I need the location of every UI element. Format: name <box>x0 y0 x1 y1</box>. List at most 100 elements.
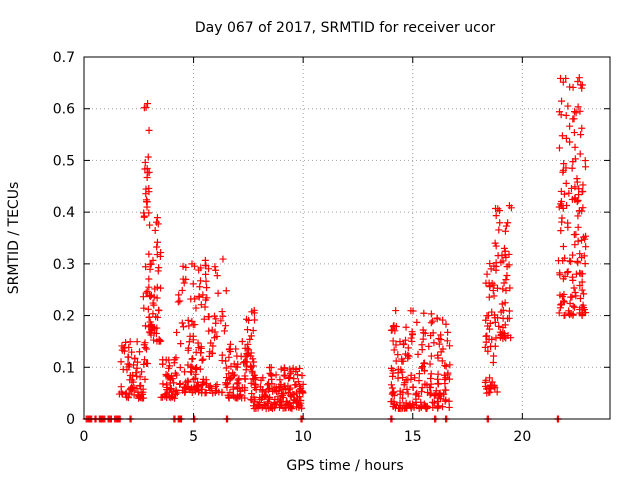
data-point <box>213 272 221 280</box>
data-point <box>145 168 153 176</box>
data-point <box>493 388 501 396</box>
data-point <box>152 329 160 337</box>
x-tick-label: 20 <box>513 429 531 445</box>
data-point <box>441 362 449 370</box>
data-point <box>489 287 497 295</box>
data-point <box>225 370 233 378</box>
data-point <box>117 358 125 366</box>
data-point <box>122 338 130 346</box>
x-axis-label: GPS time / hours <box>286 458 403 474</box>
data-point <box>189 355 197 363</box>
data-point <box>567 184 575 192</box>
data-point <box>258 388 266 396</box>
data-point <box>571 289 579 297</box>
data-point <box>226 389 234 397</box>
data-point <box>443 337 451 345</box>
data-point <box>579 181 587 189</box>
data-point <box>272 371 280 379</box>
data-point <box>493 284 501 292</box>
data-point <box>178 286 186 294</box>
data-point <box>128 376 136 384</box>
data-point <box>496 333 504 341</box>
data-point <box>495 322 503 330</box>
data-point <box>409 383 417 391</box>
data-point <box>499 306 507 314</box>
data-point <box>569 310 577 318</box>
data-point <box>266 369 274 377</box>
data-point <box>181 368 189 376</box>
data-point <box>143 164 151 172</box>
data-point <box>146 265 154 273</box>
data-point <box>389 369 397 377</box>
data-point <box>487 265 495 273</box>
data-point <box>486 325 494 333</box>
data-point <box>259 374 267 382</box>
data-point <box>226 340 234 348</box>
data-point <box>280 382 288 390</box>
data-point <box>188 317 196 325</box>
data-point <box>485 384 493 392</box>
data-point <box>492 242 500 250</box>
data-point <box>179 262 187 270</box>
data-point <box>268 380 276 388</box>
data-point <box>390 346 398 354</box>
data-point <box>562 111 570 119</box>
data-point <box>420 402 428 410</box>
data-point <box>238 338 246 346</box>
data-point <box>445 375 453 383</box>
data-point <box>146 221 154 229</box>
data-point <box>434 351 442 359</box>
data-point <box>249 355 257 363</box>
data-point <box>195 266 203 274</box>
y-tick-label: 0.1 <box>53 360 75 376</box>
data-point <box>557 227 565 235</box>
data-point <box>170 379 178 387</box>
data-point <box>420 309 428 317</box>
data-point <box>576 294 584 302</box>
data-point <box>570 231 578 239</box>
data-point <box>193 365 201 373</box>
data-point <box>415 405 423 413</box>
data-point <box>140 212 148 220</box>
data-point <box>489 358 497 366</box>
data-point <box>558 300 566 308</box>
data-point <box>294 394 302 402</box>
data-point <box>253 401 261 409</box>
data-point <box>581 260 589 268</box>
data-point <box>214 289 222 297</box>
data-point <box>413 389 421 397</box>
data-point <box>136 373 144 381</box>
data-point <box>275 383 283 391</box>
data-point <box>133 364 141 372</box>
data-point <box>496 219 504 227</box>
data-point <box>157 284 165 292</box>
data-point <box>563 201 571 209</box>
data-point <box>233 380 241 388</box>
data-point <box>144 360 152 368</box>
data-point <box>218 389 226 397</box>
data-point <box>152 218 160 226</box>
peak-data-point <box>144 100 152 108</box>
data-point <box>246 335 254 343</box>
data-point <box>187 295 195 303</box>
data-point <box>570 284 578 292</box>
data-point <box>222 287 230 295</box>
data-point <box>415 370 423 378</box>
data-point <box>194 381 202 389</box>
data-point <box>176 297 184 305</box>
data-point <box>299 380 307 388</box>
data-point <box>221 322 229 330</box>
data-point <box>190 384 198 392</box>
data-point <box>483 312 491 320</box>
data-point <box>578 236 586 244</box>
data-point <box>145 188 153 196</box>
plot-frame <box>83 56 611 420</box>
data-point <box>556 269 564 277</box>
data-point <box>571 183 579 191</box>
data-point <box>200 378 208 386</box>
data-point <box>425 342 433 350</box>
data-point <box>218 308 226 316</box>
data-point <box>145 209 153 217</box>
data-point <box>122 389 130 397</box>
data-point <box>142 289 150 297</box>
